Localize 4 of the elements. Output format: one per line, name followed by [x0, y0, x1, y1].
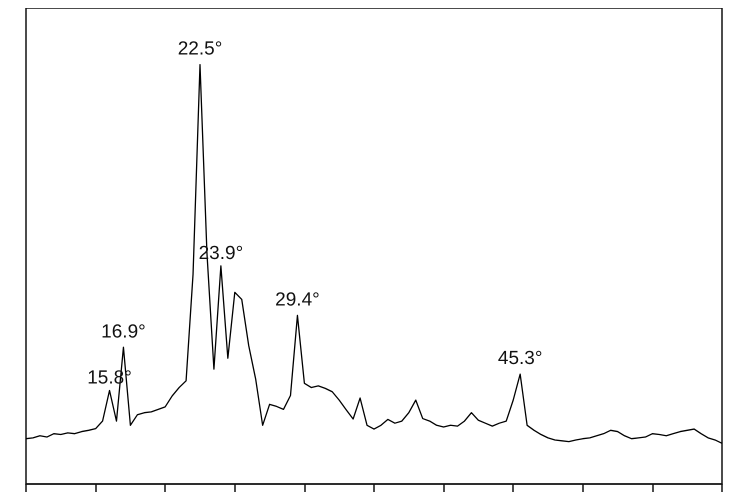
annotation: 29.4° — [275, 289, 320, 310]
annotation: 22.5° — [178, 38, 222, 60]
annotation: 16.9° — [101, 321, 146, 342]
annotation: 45.3° — [498, 348, 542, 370]
